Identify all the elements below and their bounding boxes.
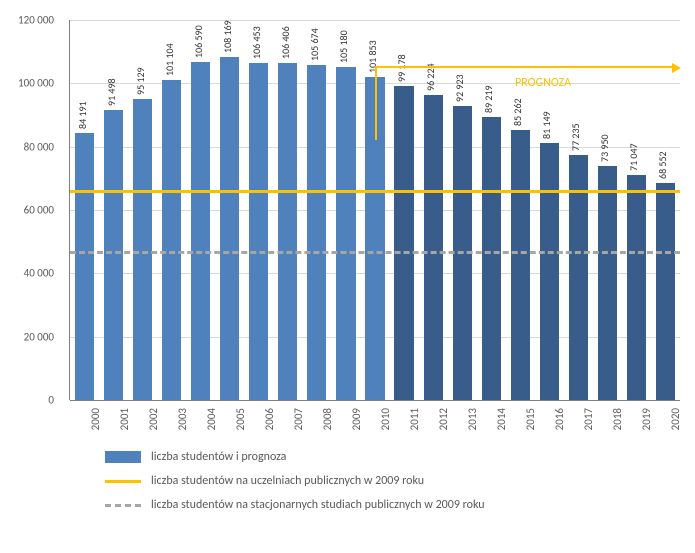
chart-container: 020 00040 00060 00080 000100 000120 000 … [0, 0, 695, 553]
bars-group: 84 191 91 498 95 129 101 104 106 590 108 169 1… [70, 20, 680, 400]
x-tick-label: 2017 [582, 408, 595, 430]
bar-value-label: 95 129 [134, 67, 147, 95]
x-tick-label: 2005 [234, 408, 247, 430]
bar [511, 130, 530, 400]
bar-value-label: 68 552 [656, 151, 669, 179]
x-axis-labels: 2000 2001 2002 2003 2004 2005 2006 2007 2008 2009… [70, 402, 680, 442]
bar-value-label: 77 235 [569, 124, 582, 152]
bar [220, 57, 239, 400]
x-axis-line [70, 400, 680, 401]
bar [627, 175, 646, 400]
legend-label: liczba studentów na uczelniach publiczny… [151, 474, 424, 488]
bar [191, 62, 210, 400]
legend-item: liczba studentów na uczelniach publiczny… [105, 474, 665, 488]
bar-value-label: 106 590 [192, 26, 205, 59]
y-axis-line [69, 20, 70, 400]
bar-value-label: 89 219 [482, 86, 495, 114]
x-tick-label: 2013 [466, 408, 479, 430]
bar-value-label: 105 180 [337, 30, 350, 63]
bar-value-label: 96 224 [424, 64, 437, 92]
x-tick-label: 2020 [669, 408, 682, 430]
bar-value-label: 101 853 [366, 41, 379, 74]
bar-value-label: 101 104 [163, 43, 176, 76]
x-tick-label: 2019 [640, 408, 653, 430]
legend-item: liczba studentów i prognoza [105, 450, 665, 464]
y-tick-label: 40 000 [24, 267, 54, 280]
y-tick-label: 60 000 [24, 204, 54, 217]
bar [598, 166, 617, 400]
x-tick-label: 2018 [611, 408, 624, 430]
y-tick-label: 20 000 [24, 330, 54, 343]
x-tick-label: 2012 [437, 408, 450, 430]
x-tick-label: 2009 [350, 408, 363, 430]
legend-line-swatch [105, 504, 141, 507]
bar [278, 63, 297, 400]
x-tick-label: 2006 [263, 408, 276, 430]
bar [133, 99, 152, 400]
reference-line [70, 190, 680, 193]
bar [540, 143, 559, 400]
x-tick-label: 2014 [495, 408, 508, 430]
legend-line-swatch [105, 480, 141, 483]
bar [394, 86, 413, 400]
bar [249, 63, 268, 400]
y-tick-label: 100 000 [18, 77, 54, 90]
legend: liczba studentów i prognoza liczba studen… [105, 450, 665, 522]
y-axis: 020 00040 00060 00080 000100 000120 000 [0, 20, 62, 400]
x-tick-label: 2015 [524, 408, 537, 430]
bar [307, 65, 326, 400]
x-tick-label: 2007 [292, 408, 305, 430]
legend-swatch [105, 451, 141, 463]
x-tick-label: 2002 [147, 408, 160, 430]
bar [656, 183, 675, 400]
x-tick-label: 2003 [176, 408, 189, 430]
bar-value-label: 108 169 [221, 21, 234, 54]
bar-value-label: 73 950 [598, 134, 611, 162]
bar [162, 80, 181, 400]
bar-value-label: 106 406 [279, 26, 292, 59]
legend-label: liczba studentów i prognoza [151, 450, 286, 464]
bar-value-label: 81 149 [540, 111, 553, 139]
x-tick-label: 2016 [553, 408, 566, 430]
bar-value-label: 92 923 [453, 74, 466, 102]
x-tick-label: 2001 [118, 408, 131, 430]
x-tick-label: 2008 [321, 408, 334, 430]
bar-value-label: 71 047 [627, 143, 640, 171]
bar [336, 67, 355, 400]
bar [482, 117, 501, 400]
x-tick-label: 2010 [379, 408, 392, 430]
reference-line [70, 251, 680, 254]
x-tick-label: 2004 [205, 408, 218, 430]
bar [75, 133, 94, 400]
y-tick-label: 80 000 [24, 140, 54, 153]
x-tick-label: 2011 [408, 408, 421, 430]
bar [424, 95, 443, 400]
y-tick-label: 120 000 [18, 14, 54, 27]
bar-value-label: 105 674 [308, 29, 321, 62]
legend-label: liczba studentów na stacjonarnych studia… [151, 498, 485, 512]
bar-value-label: 84 191 [76, 102, 89, 130]
bar-value-label: 106 453 [250, 26, 263, 59]
bar-value-label: 99 178 [395, 54, 408, 82]
bar-value-label: 91 498 [105, 79, 118, 107]
bar [104, 110, 123, 400]
x-tick-label: 2000 [89, 408, 102, 430]
bar [365, 77, 384, 400]
y-tick-label: 0 [48, 394, 54, 407]
bar-value-label: 85 262 [511, 98, 524, 126]
plot-area: 84 191 91 498 95 129 101 104 106 590 108 169 1… [70, 20, 680, 400]
legend-item: liczba studentów na stacjonarnych studia… [105, 498, 665, 512]
